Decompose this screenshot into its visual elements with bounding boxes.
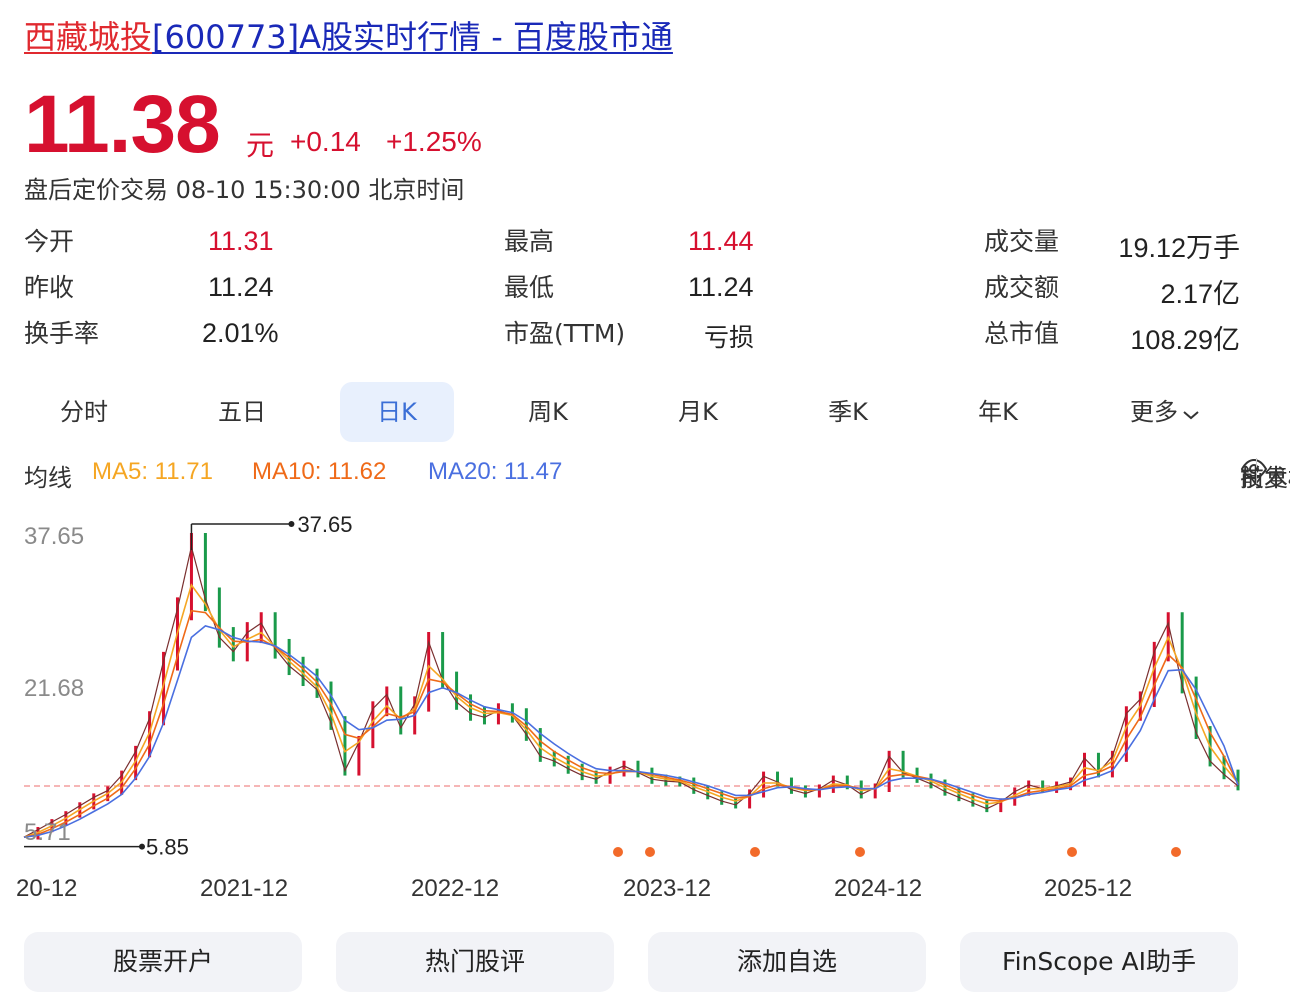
kline-chart-svg: 37.65 21.68 5.71 37.65 5.85 20-12 2021-12 2022-… — [16, 512, 1240, 902]
period-tabs: 分时 五日 日K 周K 月K 季K 年K 更多 — [0, 382, 1290, 442]
stat-value-turnover-rate: 2.01% — [202, 318, 279, 348]
stat-value-turnover: 2.17亿 — [1160, 279, 1240, 309]
ma10-line — [23, 609, 1239, 838]
tab-yearly-k[interactable]: 年K — [978, 398, 1018, 426]
ma20-line — [23, 625, 1239, 838]
tab-intraday[interactable]: 分时 — [60, 398, 108, 426]
x-tick-label: 20-12 — [16, 875, 77, 902]
y-tick-label: 37.65 — [24, 523, 84, 550]
stat-value-prev-close: 11.24 — [208, 272, 274, 302]
current-price: 11.38 — [24, 79, 221, 170]
price-line — [23, 546, 1239, 838]
action-bar: 股票开户 热门股评 添加自选 FinScope AI助手 — [24, 932, 1240, 992]
ma5-line — [23, 583, 1239, 838]
stat-value-market-cap: 108.29亿 — [1130, 325, 1240, 355]
tab-more[interactable]: 更多 — [1100, 382, 1230, 442]
chevron-down-icon — [1182, 383, 1200, 443]
price-unit: 元 — [246, 129, 275, 162]
max-marker-dot — [288, 521, 295, 527]
ai-assistant-button[interactable]: FinScope AI助手 — [960, 932, 1238, 992]
y-tick-label: 21.68 — [24, 675, 84, 702]
ma5-value: MA5: 11.71 — [92, 458, 213, 485]
tab-five-day[interactable]: 五日 — [218, 398, 266, 426]
tab-monthly-k[interactable]: 月K — [678, 398, 718, 426]
stat-label-turnover-rate: 换手率 — [24, 319, 100, 348]
ma10-value: MA10: 11.62 — [252, 458, 387, 485]
stat-label-prev-close: 昨收 — [24, 273, 75, 302]
ma-legend: 均线 MA5: 11.71 MA10: 11.62 MA20: 11.47 技术… — [24, 458, 1290, 492]
kline-chart[interactable]: 37.65 21.68 5.71 37.65 5.85 20-12 2021-12 2022-… — [0, 508, 1290, 908]
stat-label-high: 最高 — [504, 227, 555, 256]
adjust-toggle[interactable]: 前复权 — [1240, 464, 1290, 492]
stat-value-pe: 亏损 — [704, 324, 755, 352]
min-marker-dot — [139, 843, 145, 850]
price-change-percent: +1.25% — [386, 126, 482, 157]
x-tick-label: 2023-12 — [623, 875, 711, 902]
event-marker — [855, 847, 865, 857]
event-marker — [1067, 847, 1077, 857]
stat-label-market-cap: 总市值 — [984, 319, 1060, 348]
ma20-value: MA20: 11.47 — [428, 458, 563, 485]
trade-status: 盘后定价交易 08-10 15:30:00 北京时间 — [24, 176, 465, 204]
tab-daily-k[interactable]: 日K — [340, 382, 454, 442]
max-marker-label: 37.65 — [297, 512, 352, 537]
min-marker-label: 5.85 — [146, 835, 189, 860]
event-marker — [645, 847, 655, 857]
event-marker — [750, 847, 760, 857]
x-tick-label: 2025-12 — [1044, 875, 1132, 902]
ma-label: 均线 — [24, 464, 72, 492]
event-marker — [613, 847, 623, 857]
y-tick-label: 5.71 — [24, 819, 71, 846]
page-title: 西藏城投[600773]A股实时行情 - 百度股市通 — [24, 12, 673, 58]
event-marker — [1171, 847, 1181, 857]
tab-quarterly-k[interactable]: 季K — [828, 398, 868, 426]
stock-name-link[interactable]: 西藏城投 — [24, 18, 153, 56]
x-tick-label: 2021-12 — [200, 875, 288, 902]
stat-label-pe: 市盈(TTM) — [504, 319, 626, 348]
add-watchlist-button[interactable]: 添加自选 — [648, 932, 926, 992]
divider — [1256, 458, 1257, 484]
eye-icon — [1240, 458, 1268, 486]
open-account-button[interactable]: 股票开户 — [24, 932, 302, 992]
stat-value-low: 11.24 — [688, 272, 754, 302]
stat-value-open: 11.31 — [208, 226, 274, 256]
x-tick-label: 2024-12 — [834, 875, 922, 902]
stat-label-volume: 成交量 — [984, 227, 1060, 256]
hot-comments-button[interactable]: 热门股评 — [336, 932, 614, 992]
stat-label-open: 今开 — [24, 227, 75, 256]
tab-weekly-k[interactable]: 周K — [528, 398, 568, 426]
price-change: +0.14 — [290, 126, 361, 157]
stat-label-turnover: 成交额 — [984, 273, 1060, 302]
x-tick-label: 2022-12 — [411, 875, 499, 902]
tech-annotation-label: 技术标注 — [1240, 464, 1290, 492]
title-suffix-link[interactable]: A股实时行情 - 百度股市通 — [299, 18, 673, 56]
stat-label-low: 最低 — [504, 273, 555, 302]
tab-more-label: 更多 — [1130, 398, 1178, 426]
stat-value-high: 11.44 — [688, 226, 754, 256]
stat-value-volume: 19.12万手 — [1118, 233, 1240, 263]
stock-code-link[interactable]: [600773] — [152, 18, 300, 56]
